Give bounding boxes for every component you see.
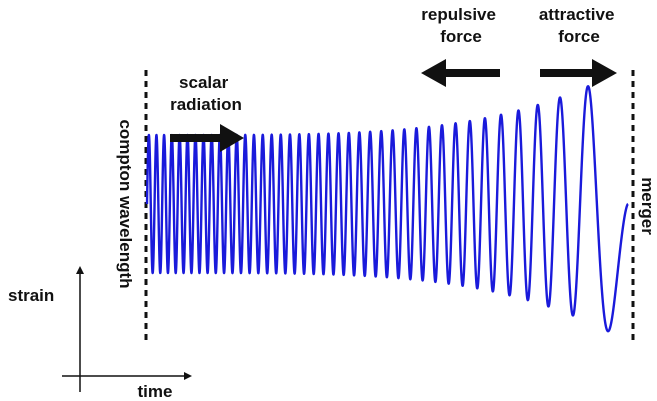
strain-waveform — [145, 85, 630, 333]
merger-label: merger — [638, 177, 657, 235]
attractive-force-label: attractive force — [539, 5, 619, 46]
scalar-radiation-label: scalar radiation — [170, 73, 242, 114]
strain-axis-label: strain — [8, 286, 54, 305]
scalar-radiation-arrow — [170, 124, 244, 152]
repulsive-force-label: repulsive force — [421, 5, 500, 46]
time-axis-label: time — [138, 382, 173, 401]
attractive-force-arrow — [540, 59, 617, 87]
compton-wavelength-label: compton wavelength — [116, 119, 135, 288]
repulsive-force-arrow — [421, 59, 500, 87]
